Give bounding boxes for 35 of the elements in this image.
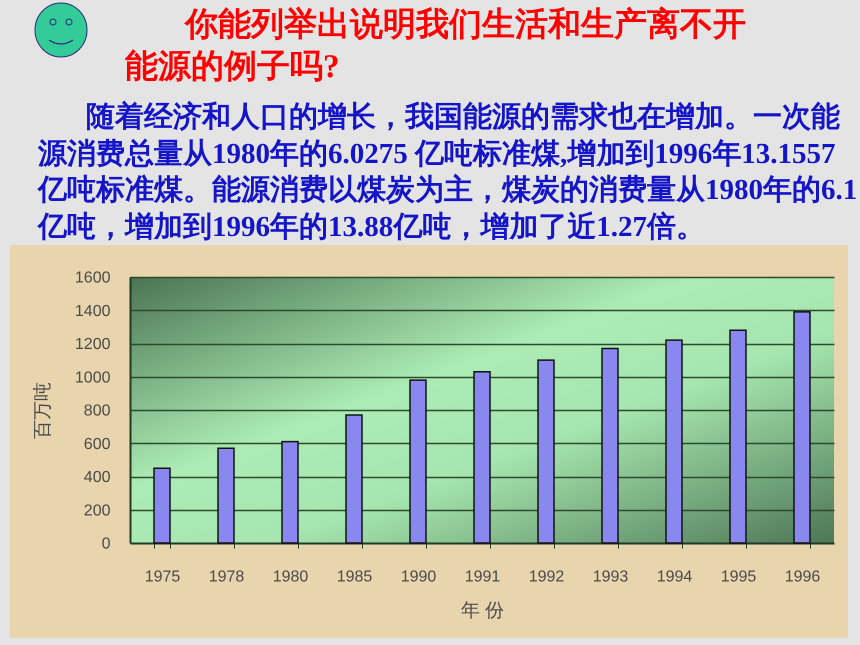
bar	[601, 348, 619, 544]
x-tick-label: 1990	[400, 568, 436, 586]
y-axis-title: 百万吨	[32, 382, 54, 439]
bar	[473, 371, 491, 544]
bar	[793, 311, 811, 544]
bar	[345, 414, 363, 544]
x-tick-label: 1992	[528, 568, 564, 586]
y-tick-label: 1200	[74, 336, 111, 353]
y-tick-label: 600	[84, 436, 111, 453]
x-tick-label: 1994	[656, 568, 692, 586]
y-tick-label: 1000	[74, 369, 111, 386]
y-tick-label: 1600	[74, 270, 111, 286]
chart-subtitle: 随着经济和人口的增长，我国能源的需求也在增加。一次能源消费总量从1980年的6.0275 亿吨标准煤,增加到1996年13.1557亿吨标准煤。能源消费以煤炭为主，煤炭的消费量从1980年的6.1亿吨，增加到1996年的13.88亿吨，增加了近1.27倍。	[38, 100, 858, 244]
x-tick-label: 1996	[784, 568, 820, 586]
bar	[217, 447, 235, 544]
y-tick-label: 0	[102, 536, 111, 552]
bar	[665, 339, 683, 544]
x-tick-label: 1993	[592, 568, 628, 586]
y-tick-label: 200	[84, 502, 111, 520]
bar	[153, 467, 171, 544]
chart-title: 你能列举出说明我们生活和生产离不开能源的例子吗?	[125, 5, 747, 87]
x-tick-label: 1980	[272, 568, 308, 586]
x-axis-title: 年 份	[460, 600, 504, 622]
x-tick-label: 1975	[144, 568, 180, 586]
y-tick-label: 800	[84, 402, 111, 420]
bar	[537, 359, 555, 544]
bar	[281, 440, 299, 544]
x-tick-label: 1985	[336, 568, 372, 586]
bar	[409, 379, 427, 544]
x-tick-label: 1978	[208, 568, 244, 586]
x-tick-label: 1995	[720, 568, 756, 586]
x-tick-label: 1991	[464, 568, 500, 586]
y-tick-label: 400	[84, 469, 111, 486]
bar	[729, 329, 747, 544]
y-tick-label: 1400	[74, 302, 111, 320]
